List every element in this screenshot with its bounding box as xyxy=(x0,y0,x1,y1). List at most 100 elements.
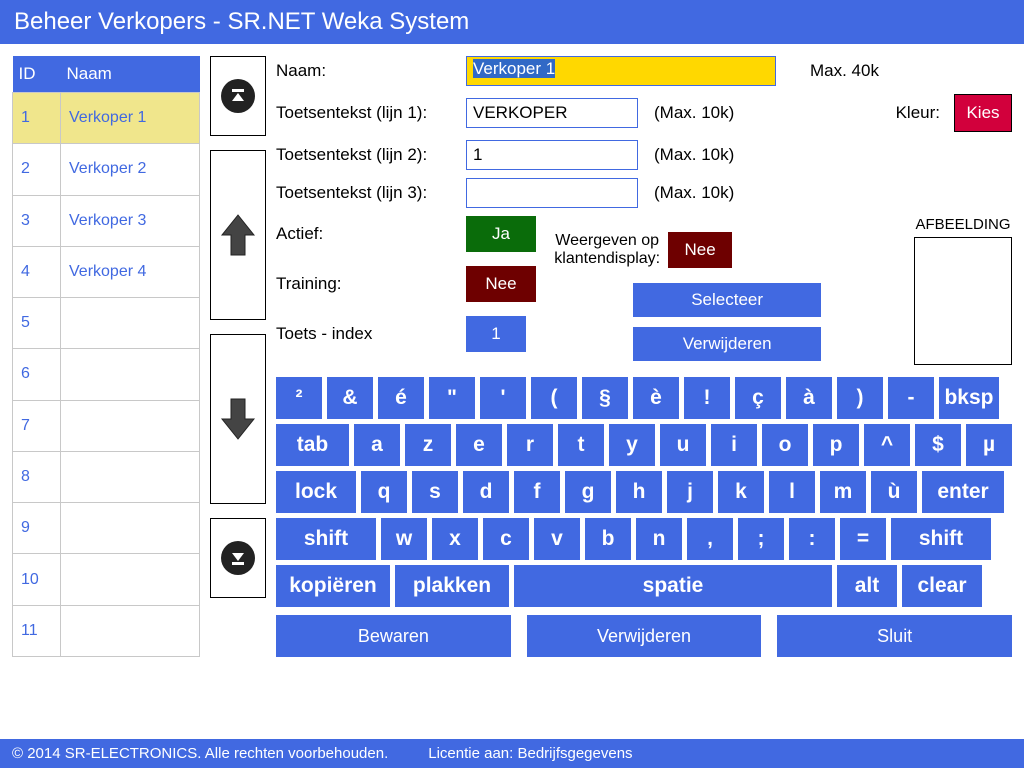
t3-input[interactable] xyxy=(466,178,638,208)
key-[interactable]: ) xyxy=(837,377,883,419)
table-row[interactable]: 10 xyxy=(13,554,200,605)
key-v[interactable]: v xyxy=(534,518,580,560)
key-[interactable]: è xyxy=(633,377,679,419)
nav-last-button[interactable] xyxy=(210,518,266,598)
key-[interactable]: é xyxy=(378,377,424,419)
col-naam: Naam xyxy=(61,56,200,93)
key-j[interactable]: j xyxy=(667,471,713,513)
key-b[interactable]: b xyxy=(585,518,631,560)
key-enter[interactable]: enter xyxy=(922,471,1004,513)
selecteer-button[interactable]: Selecteer xyxy=(633,283,821,317)
afbeelding-preview xyxy=(914,237,1012,365)
t1-label: Toetsentekst (lijn 1): xyxy=(276,103,456,123)
arrow-up-icon xyxy=(218,211,258,259)
key-[interactable]: ' xyxy=(480,377,526,419)
key-[interactable]: ² xyxy=(276,377,322,419)
footer-licentie: Licentie aan: Bedrijfsgegevens xyxy=(428,745,632,762)
key-tab[interactable]: tab xyxy=(276,424,349,466)
key-[interactable]: à xyxy=(786,377,832,419)
key-[interactable]: $ xyxy=(915,424,961,466)
key-m[interactable]: m xyxy=(820,471,866,513)
key-lock[interactable]: lock xyxy=(276,471,356,513)
key-k[interactable]: k xyxy=(718,471,764,513)
key-o[interactable]: o xyxy=(762,424,808,466)
table-row[interactable]: 7 xyxy=(13,400,200,451)
key-[interactable]: § xyxy=(582,377,628,419)
key-a[interactable]: a xyxy=(354,424,400,466)
key-kopiren[interactable]: kopiëren xyxy=(276,565,390,607)
key-[interactable]: ; xyxy=(738,518,784,560)
cell-naam xyxy=(61,400,200,451)
nav-up-button[interactable] xyxy=(210,150,266,320)
key-shift[interactable]: shift xyxy=(891,518,991,560)
table-row[interactable]: 5 xyxy=(13,298,200,349)
key-bksp[interactable]: bksp xyxy=(939,377,999,419)
nav-first-button[interactable] xyxy=(210,56,266,136)
nav-down-button[interactable] xyxy=(210,334,266,504)
key-[interactable]: : xyxy=(789,518,835,560)
key-[interactable]: " xyxy=(429,377,475,419)
toetsindex-button[interactable]: 1 xyxy=(466,316,526,352)
cell-id: 1 xyxy=(13,93,61,144)
key-[interactable]: - xyxy=(888,377,934,419)
actief-toggle[interactable]: Ja xyxy=(466,216,536,252)
table-row[interactable]: 2Verkoper 2 xyxy=(13,144,200,195)
kleur-label: Kleur: xyxy=(896,103,940,123)
key-f[interactable]: f xyxy=(514,471,560,513)
kleur-kies-button[interactable]: Kies xyxy=(954,94,1012,132)
t1-input[interactable] xyxy=(466,98,638,128)
table-row[interactable]: 1Verkoper 1 xyxy=(13,93,200,144)
key-e[interactable]: e xyxy=(456,424,502,466)
key-i[interactable]: i xyxy=(711,424,757,466)
key-alt[interactable]: alt xyxy=(837,565,897,607)
key-y[interactable]: y xyxy=(609,424,655,466)
key-[interactable]: ç xyxy=(735,377,781,419)
key-u[interactable]: u xyxy=(660,424,706,466)
key-q[interactable]: q xyxy=(361,471,407,513)
key-t[interactable]: t xyxy=(558,424,604,466)
key-[interactable]: ^ xyxy=(864,424,910,466)
key-[interactable]: = xyxy=(840,518,886,560)
cell-naam xyxy=(61,349,200,400)
table-row[interactable]: 4Verkoper 4 xyxy=(13,246,200,297)
key-z[interactable]: z xyxy=(405,424,451,466)
key-w[interactable]: w xyxy=(381,518,427,560)
naam-input[interactable]: Verkoper 1 xyxy=(466,56,776,86)
bewaren-button[interactable]: Bewaren xyxy=(276,615,511,657)
key-clear[interactable]: clear xyxy=(902,565,982,607)
table-row[interactable]: 3Verkoper 3 xyxy=(13,195,200,246)
key-shift[interactable]: shift xyxy=(276,518,376,560)
key-x[interactable]: x xyxy=(432,518,478,560)
t2-input[interactable] xyxy=(466,140,638,170)
toetsindex-label: Toets - index xyxy=(276,324,456,344)
key-g[interactable]: g xyxy=(565,471,611,513)
weergeven-toggle[interactable]: Nee xyxy=(668,232,732,268)
key-spatie[interactable]: spatie xyxy=(514,565,832,607)
key-s[interactable]: s xyxy=(412,471,458,513)
key-[interactable]: ( xyxy=(531,377,577,419)
key-[interactable]: & xyxy=(327,377,373,419)
key-c[interactable]: c xyxy=(483,518,529,560)
training-toggle[interactable]: Nee xyxy=(466,266,536,302)
table-row[interactable]: 9 xyxy=(13,503,200,554)
key-n[interactable]: n xyxy=(636,518,682,560)
key-[interactable]: µ xyxy=(966,424,1012,466)
key-[interactable]: ! xyxy=(684,377,730,419)
naam-hint: Max. 40k xyxy=(810,61,879,81)
window-title: Beheer Verkopers - SR.NET Weka System xyxy=(0,0,1024,44)
table-row[interactable]: 6 xyxy=(13,349,200,400)
sluit-button[interactable]: Sluit xyxy=(777,615,1012,657)
table-row[interactable]: 11 xyxy=(13,605,200,656)
arrow-down-icon xyxy=(218,395,258,443)
key-r[interactable]: r xyxy=(507,424,553,466)
key-d[interactable]: d xyxy=(463,471,509,513)
table-row[interactable]: 8 xyxy=(13,451,200,502)
key-[interactable]: , xyxy=(687,518,733,560)
img-verwijderen-button[interactable]: Verwijderen xyxy=(633,327,821,361)
key-p[interactable]: p xyxy=(813,424,859,466)
verwijderen-button[interactable]: Verwijderen xyxy=(527,615,762,657)
key-[interactable]: ù xyxy=(871,471,917,513)
key-plakken[interactable]: plakken xyxy=(395,565,509,607)
key-h[interactable]: h xyxy=(616,471,662,513)
key-l[interactable]: l xyxy=(769,471,815,513)
